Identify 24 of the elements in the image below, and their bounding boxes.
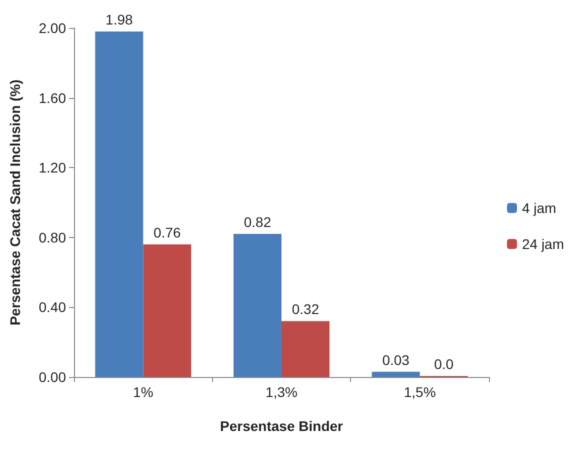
data-label: 0.76 <box>154 224 182 240</box>
y-tick-label: 1.60 <box>38 90 66 106</box>
data-label: 0.0 <box>434 356 454 372</box>
x-tick-label: 1,5% <box>404 384 436 400</box>
y-tick-label: 1.20 <box>38 160 66 176</box>
bar <box>95 31 144 377</box>
data-label: 0.32 <box>292 301 320 318</box>
y-tick-label: 0.40 <box>38 299 66 316</box>
bar <box>143 244 192 377</box>
x-tick-label: 1,3% <box>266 384 298 400</box>
data-label: 1.98 <box>106 11 134 28</box>
legend-label: 24 jam <box>522 236 564 252</box>
x-tick-label: 1% <box>133 384 154 400</box>
bar <box>282 321 330 377</box>
bar <box>234 234 282 377</box>
y-axis-title: Persentase Cacat Sand Inclusion (%) <box>7 80 23 326</box>
x-axis-title: Persentase Binder <box>220 418 344 434</box>
data-label: 0.82 <box>244 214 272 230</box>
legend-label: 4 jam <box>522 200 556 216</box>
y-tick-label: 2.00 <box>38 20 66 36</box>
y-tick-label: 0.80 <box>38 229 66 246</box>
bar <box>372 372 420 377</box>
data-label: 0.03 <box>382 352 410 368</box>
y-tick-label: 0.00 <box>38 369 66 385</box>
